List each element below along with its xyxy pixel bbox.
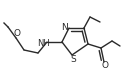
Text: S: S xyxy=(70,56,76,64)
Text: O: O xyxy=(101,62,108,70)
Text: N: N xyxy=(62,22,68,32)
Text: O: O xyxy=(14,28,21,38)
Text: NH: NH xyxy=(38,40,50,48)
